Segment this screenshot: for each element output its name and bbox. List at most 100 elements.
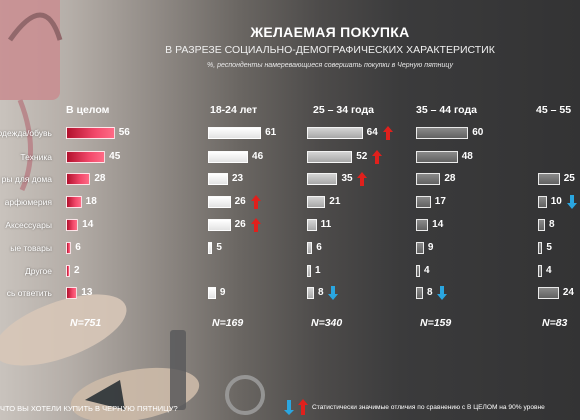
significance-legend: Статистически значимые отличия по сравне…: [312, 404, 545, 411]
bar: [538, 265, 542, 277]
data-label: 9: [219, 287, 226, 298]
arrow-down-icon: [436, 286, 447, 300]
category-label: сь ответить: [6, 288, 52, 298]
data-label: 11: [320, 219, 332, 230]
arrow-up-icon: [250, 218, 261, 232]
category-label: арфюмерия: [4, 197, 52, 207]
significance-arrows-icon: [284, 399, 308, 415]
bar: [416, 265, 420, 277]
chart-subtitle: В РАЗРЕЗЕ СОЦИАЛЬНО-ДЕМОГРАФИЧЕСКИХ ХАРА…: [165, 44, 495, 56]
bar: [208, 196, 231, 208]
series-header: 35 – 44 года: [416, 104, 477, 116]
bar: [416, 127, 469, 139]
data-label: 56: [118, 127, 130, 138]
data-label: 14: [432, 219, 444, 230]
category-label: одежда/обувь: [0, 128, 52, 138]
bar: [416, 219, 429, 231]
footer: ЧТО ВЫ ХОТЕЛИ КУПИТЬ В ЧЕРНУЮ ПЯТНИЦУ? С…: [0, 396, 580, 420]
data-label: 6: [316, 242, 322, 253]
data-label: 64: [366, 127, 378, 138]
bar: [208, 127, 262, 139]
bar: [416, 173, 441, 185]
data-label: 13: [81, 287, 93, 298]
series-header: 45 – 55: [536, 104, 572, 116]
bar: [307, 287, 314, 299]
data-label: 24: [562, 287, 574, 298]
sample-size: N=751: [70, 317, 102, 329]
data-label: 48: [461, 151, 473, 162]
bar: [538, 196, 547, 208]
bar: [307, 219, 317, 231]
bar: [538, 173, 560, 185]
bar: [307, 242, 313, 254]
sample-size: N=159: [420, 317, 452, 329]
bar: [66, 287, 78, 299]
sample-size: N=169: [212, 317, 244, 329]
data-label: 60: [472, 127, 484, 138]
handbag-decoration: [0, 0, 63, 192]
bar: [307, 151, 353, 163]
bar: [416, 242, 424, 254]
bar: [66, 173, 91, 185]
category-label: Другое: [24, 266, 52, 276]
data-label: 18: [85, 196, 97, 207]
data-label: 26: [234, 196, 246, 207]
bar: [538, 219, 545, 231]
bar: [66, 265, 70, 277]
data-label: 23: [232, 173, 244, 184]
bar: [307, 127, 363, 139]
data-label: 2: [74, 265, 80, 276]
data-label: 8: [548, 219, 555, 230]
bar: [66, 196, 82, 208]
bar: [538, 287, 559, 299]
arrow-up-icon: [357, 172, 368, 186]
bar: [416, 196, 431, 208]
arrow-down-icon: [327, 286, 338, 300]
data-label: 25: [563, 173, 575, 184]
bar: [208, 151, 249, 163]
data-label: 26: [234, 219, 246, 230]
arrow-up-icon: [382, 126, 393, 140]
series-header: В целом: [66, 104, 110, 116]
sample-size: N=340: [311, 317, 343, 329]
data-label: 21: [329, 196, 341, 207]
category-label: ры для дома: [1, 174, 52, 184]
arrow-up-icon: [372, 150, 383, 164]
shoes-decoration: [0, 294, 200, 420]
category-label: Техника: [20, 152, 52, 162]
data-label: 5: [216, 242, 222, 253]
bar: [538, 242, 543, 254]
data-label: 52: [356, 151, 368, 162]
bar: [208, 242, 213, 254]
bar: [208, 219, 231, 231]
bar: [307, 196, 326, 208]
watch-decoration: [170, 330, 265, 415]
data-label: 14: [82, 219, 94, 230]
data-label: 4: [424, 265, 430, 276]
chart-title: ЖЕЛАЕМАЯ ПОКУПКА: [250, 24, 410, 40]
bar: [66, 219, 79, 231]
data-label: 46: [252, 151, 264, 162]
data-label: 61: [265, 127, 277, 138]
data-label: 35: [341, 173, 353, 184]
bar: [66, 127, 115, 139]
data-label: 5: [546, 242, 552, 253]
bar: [208, 173, 228, 185]
data-label: 1: [315, 265, 321, 276]
data-label: 9: [427, 242, 434, 253]
data-label: 8: [317, 287, 324, 298]
chart-note: %, респонденты намеревающиеся совершать …: [207, 62, 453, 69]
bar: [66, 242, 72, 254]
data-label: 17: [434, 196, 446, 207]
arrow-down-icon: [566, 195, 577, 209]
data-label: 28: [94, 173, 106, 184]
series-header: 18-24 лет: [210, 104, 258, 116]
data-label: 28: [444, 173, 456, 184]
survey-question: ЧТО ВЫ ХОТЕЛИ КУПИТЬ В ЧЕРНУЮ ПЯТНИЦУ?: [0, 404, 178, 413]
data-label: 6: [75, 242, 81, 253]
series-header: 25 – 34 года: [313, 104, 374, 116]
bar: [307, 173, 338, 185]
data-label: 10: [550, 196, 562, 207]
bar: [416, 287, 423, 299]
